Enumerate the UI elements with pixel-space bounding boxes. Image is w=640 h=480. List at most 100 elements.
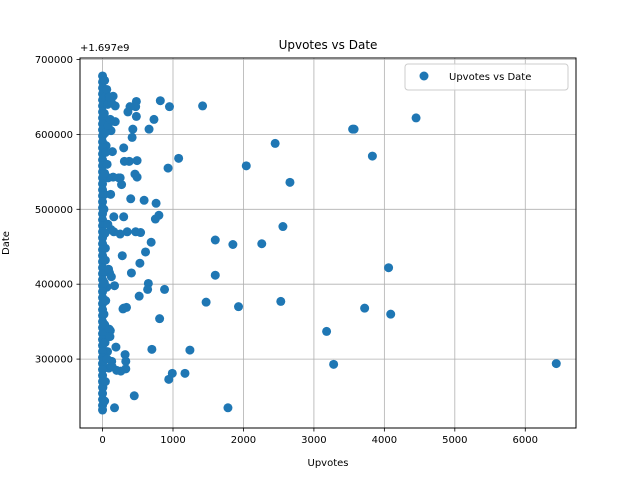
data-point <box>100 255 110 265</box>
data-point <box>103 219 113 229</box>
data-point <box>322 326 332 336</box>
data-point <box>386 309 396 319</box>
plot-frame <box>79 57 577 429</box>
data-point <box>102 159 112 169</box>
data-point <box>146 237 156 247</box>
data-point <box>228 239 238 249</box>
data-point <box>130 169 140 179</box>
data-point <box>119 143 129 153</box>
data-point <box>143 284 153 294</box>
data-point <box>164 102 174 112</box>
y-axis-title: Date <box>1 231 12 255</box>
data-point <box>101 296 111 306</box>
y-tick-label: 300000 <box>35 355 73 366</box>
data-point <box>126 268 136 278</box>
data-point <box>141 247 151 257</box>
data-point <box>106 189 116 199</box>
data-point <box>210 270 220 280</box>
data-point <box>127 132 137 142</box>
x-tick-label: 1000 <box>160 435 185 446</box>
data-point <box>160 284 170 294</box>
x-axis-title: Upvotes <box>308 458 349 469</box>
data-point <box>147 344 157 354</box>
legend-box <box>404 63 569 91</box>
data-point <box>134 291 144 301</box>
data-point <box>223 403 233 413</box>
data-point <box>131 111 141 121</box>
data-point <box>151 198 161 208</box>
data-point <box>102 354 112 364</box>
data-point <box>411 113 421 123</box>
grid <box>80 58 576 428</box>
data-point <box>276 296 286 306</box>
data-point <box>234 302 244 312</box>
data-point <box>118 304 128 314</box>
data-point <box>129 391 139 401</box>
y-tick-label: 500000 <box>35 205 73 216</box>
data-point <box>120 350 130 360</box>
data-point <box>105 332 115 342</box>
chart-title: Upvotes vs Date <box>279 38 378 52</box>
data-point <box>104 324 114 334</box>
y-axis-ticks: 300000 400000 500000 600000 700000 <box>35 55 80 366</box>
x-tick-label: 0 <box>99 435 105 446</box>
data-point <box>128 124 138 134</box>
data-point <box>174 153 184 163</box>
data-point <box>102 84 112 94</box>
data-point <box>135 258 145 268</box>
data-point <box>117 251 127 261</box>
x-tick-label: 3000 <box>301 435 326 446</box>
data-point <box>149 114 159 124</box>
data-point <box>155 96 165 106</box>
legend-marker <box>419 71 429 81</box>
x-tick-label: 4000 <box>372 435 397 446</box>
data-point <box>110 281 120 291</box>
y-axis-offset-label: +1.697e9 <box>80 43 130 54</box>
data-point <box>132 156 142 166</box>
data-point <box>270 138 280 148</box>
data-point <box>100 75 110 85</box>
data-point <box>107 362 117 372</box>
data-point <box>257 239 267 249</box>
data-point <box>150 214 160 224</box>
data-point <box>105 92 115 102</box>
data-point <box>100 128 110 138</box>
data-point <box>278 222 288 232</box>
data-point <box>99 278 109 288</box>
data-point <box>106 272 116 282</box>
data-point <box>131 227 141 237</box>
data-point <box>107 147 117 157</box>
data-point <box>105 114 115 124</box>
data-point <box>210 235 220 245</box>
data-point <box>551 359 561 369</box>
data-point <box>126 194 136 204</box>
data-point <box>100 396 110 406</box>
data-point <box>100 377 110 387</box>
data-point <box>201 297 211 307</box>
data-point <box>111 342 121 352</box>
data-point <box>100 228 110 238</box>
data-point <box>109 212 119 222</box>
data-point <box>367 151 377 161</box>
data-point <box>164 374 174 384</box>
data-point <box>117 180 127 190</box>
legend: Upvotes vs Date <box>404 63 569 91</box>
y-tick-label: 600000 <box>35 130 73 141</box>
data-point <box>121 356 131 366</box>
data-point <box>100 338 110 348</box>
data-points <box>98 71 561 415</box>
data-point <box>139 195 149 205</box>
x-tick-label: 6000 <box>513 435 538 446</box>
x-axis-ticks: 0 1000 2000 3000 4000 5000 6000 <box>99 428 538 446</box>
data-point <box>384 263 394 273</box>
data-point <box>348 124 358 134</box>
y-tick-label: 700000 <box>35 55 73 66</box>
data-point <box>99 204 109 214</box>
data-point <box>185 345 195 355</box>
data-point <box>155 314 165 324</box>
data-point <box>198 101 208 111</box>
data-point <box>119 212 129 222</box>
data-point <box>104 264 114 274</box>
data-point <box>100 168 110 178</box>
